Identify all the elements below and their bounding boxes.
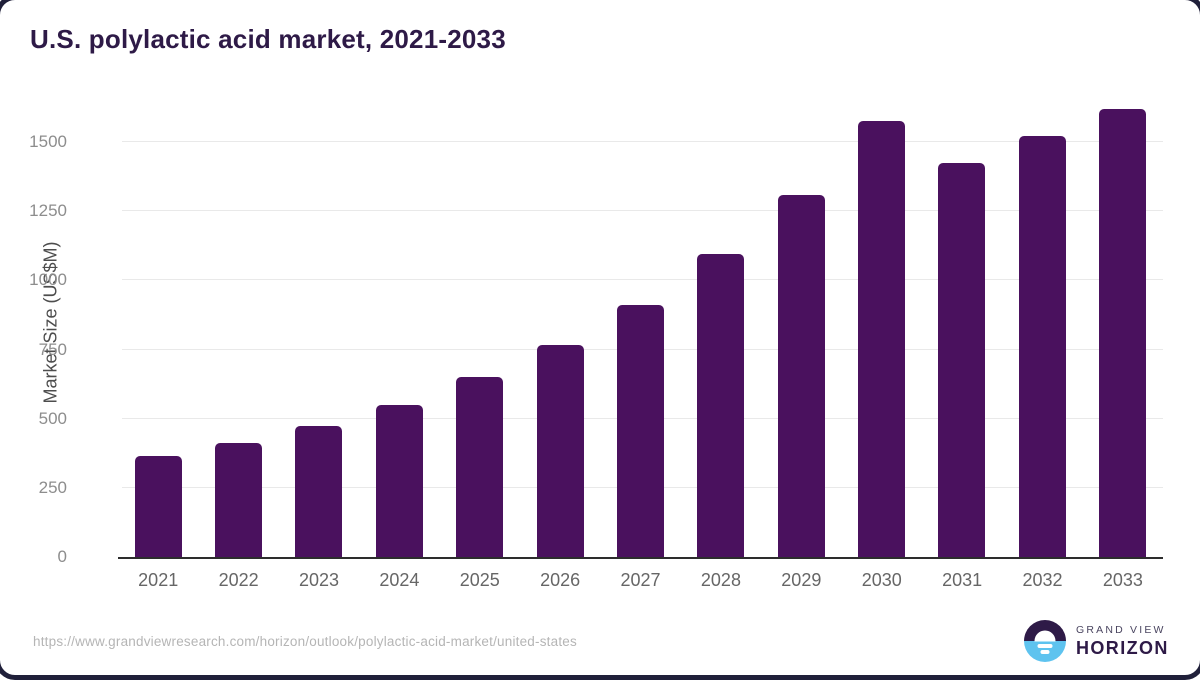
bar-2028[interactable] — [697, 254, 745, 557]
gridline-1250 — [122, 210, 1163, 212]
bar-2026[interactable] — [536, 345, 584, 557]
x-tick-label-2033: 2033 — [1102, 570, 1143, 590]
grand-view-horizon-logo: GRAND VIEW HORIZON — [1024, 620, 1169, 662]
x-tick-label-2022: 2022 — [218, 570, 259, 590]
source-url: https://www.grandviewresearch.com/horizo… — [33, 634, 577, 649]
y-tick-label-1500: 1500 — [29, 132, 67, 151]
x-tick-label-2026: 2026 — [540, 570, 581, 590]
bar-2029[interactable] — [777, 194, 825, 557]
bar-2024[interactable] — [375, 404, 423, 557]
bar-2033[interactable] — [1099, 108, 1147, 557]
plot-area: 0 250 500 750 1000 1250 1500 — [29, 105, 1163, 566]
logo-text-grand-view: GRAND VIEW — [1076, 623, 1166, 636]
bar-2027[interactable] — [616, 304, 664, 557]
y-tick-label-750: 750 — [38, 339, 67, 359]
y-tick-label-1000: 1000 — [29, 270, 67, 290]
bars-row — [118, 105, 1163, 557]
bar-2032[interactable] — [1018, 136, 1066, 557]
x-tick-label-2032: 2032 — [1022, 570, 1063, 590]
horizon-sun-icon — [1024, 620, 1066, 662]
bar-2025[interactable] — [456, 376, 504, 557]
x-tick-label-2023: 2023 — [298, 570, 339, 590]
x-tick-label-2027: 2027 — [620, 570, 661, 590]
y-tick-label-0: 0 — [57, 547, 67, 566]
bar-2022[interactable] — [215, 443, 263, 557]
y-tick-label-1250: 1250 — [29, 201, 67, 221]
x-tick-label-2029: 2029 — [781, 570, 822, 590]
gridline-1500 — [122, 141, 1163, 142]
x-tick-label-2024: 2024 — [379, 570, 420, 590]
y-tick-label-500: 500 — [38, 408, 67, 428]
bar-2031[interactable] — [938, 163, 986, 557]
x-tick-label-2021: 2021 — [138, 570, 179, 590]
y-axis-title: Market Size (US$M) — [40, 241, 61, 404]
x-axis-labels-row: 2021 2022 2023 2024 2025 2026 2027 2028 2029 2030… — [118, 570, 1163, 596]
gridline-1000 — [122, 279, 1163, 281]
x-tick-label-2025: 2025 — [459, 570, 500, 590]
chart-title: U.S. polylactic acid market, 2021-2033 — [30, 24, 506, 54]
bar-2021[interactable] — [134, 456, 182, 557]
bar-2023[interactable] — [295, 426, 343, 557]
x-tick-label-2028: 2028 — [700, 570, 741, 590]
y-tick-label-250: 250 — [38, 477, 67, 497]
logo-text-horizon: HORIZON — [1076, 637, 1169, 658]
bar-2030[interactable] — [858, 121, 906, 557]
x-tick-label-2031: 2031 — [942, 570, 983, 590]
x-tick-label-2030: 2030 — [861, 570, 902, 590]
